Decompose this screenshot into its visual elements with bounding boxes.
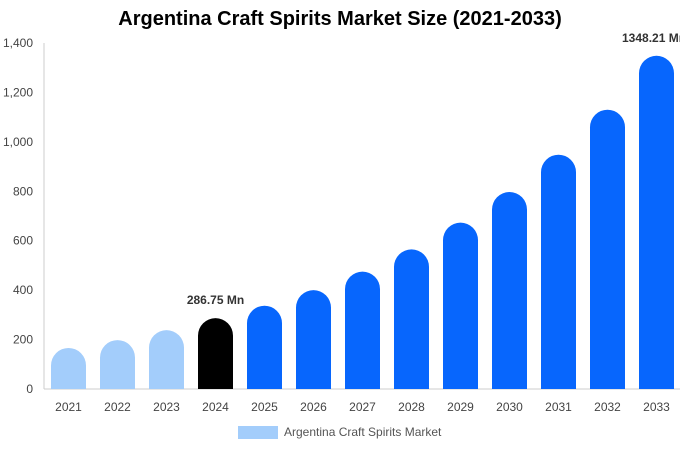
x-ticks: 2021 2022 2023 2024 2025 2026 2027 2028 2029 2030… — [55, 400, 670, 414]
bar-2021[interactable] — [51, 347, 86, 389]
legend[interactable]: Argentina Craft Spirits Market — [238, 425, 441, 439]
x-tick-label: 2027 — [349, 400, 376, 414]
bar-2022[interactable] — [100, 340, 135, 389]
y-tick-label: 1,400 — [3, 36, 33, 50]
x-tick-label: 2021 — [55, 400, 82, 414]
bar-2031[interactable] — [541, 154, 576, 389]
y-tick-label: 600 — [13, 234, 33, 248]
bar-2032[interactable] — [590, 109, 625, 389]
bar-2033[interactable] — [639, 55, 674, 390]
data-label-2024: 286.75 Mn — [187, 293, 244, 307]
x-tick-label: 2032 — [594, 400, 621, 414]
y-tick-label: 200 — [13, 333, 33, 347]
bar-2027[interactable] — [345, 271, 380, 389]
legend-label: Argentina Craft Spirits Market — [284, 425, 442, 439]
data-label-2033: 1348.21 Mn — [622, 31, 680, 45]
y-tick-label: 800 — [13, 184, 33, 198]
bar-2028[interactable] — [394, 249, 429, 389]
x-tick-label: 2033 — [643, 400, 670, 414]
bar-2025[interactable] — [247, 305, 282, 389]
y-tick-label: 1,000 — [3, 135, 33, 149]
y-ticks: 0 200 400 600 800 1,000 1,200 1,400 — [3, 36, 33, 396]
bar-2030[interactable] — [492, 192, 527, 389]
bar-2026[interactable] — [296, 290, 331, 389]
x-tick-label: 2028 — [398, 400, 425, 414]
x-tick-label: 2031 — [545, 400, 572, 414]
x-tick-label: 2029 — [447, 400, 474, 414]
bar-2024[interactable] — [198, 318, 233, 389]
x-tick-label: 2023 — [153, 400, 180, 414]
bars — [51, 55, 674, 390]
x-tick-label: 2026 — [300, 400, 327, 414]
bar-2023[interactable] — [149, 330, 184, 389]
y-tick-label: 0 — [26, 382, 33, 396]
x-tick-label: 2024 — [202, 400, 229, 414]
y-tick-label: 1,200 — [3, 85, 33, 99]
x-tick-label: 2030 — [496, 400, 523, 414]
x-tick-label: 2022 — [104, 400, 131, 414]
legend-swatch — [238, 425, 278, 439]
chart-title: Argentina Craft Spirits Market Size (202… — [118, 8, 562, 30]
bar-2029[interactable] — [443, 222, 478, 389]
x-tick-label: 2025 — [251, 400, 278, 414]
data-labels: 286.75 Mn 1348.21 Mn — [187, 31, 680, 307]
y-tick-label: 400 — [13, 283, 33, 297]
